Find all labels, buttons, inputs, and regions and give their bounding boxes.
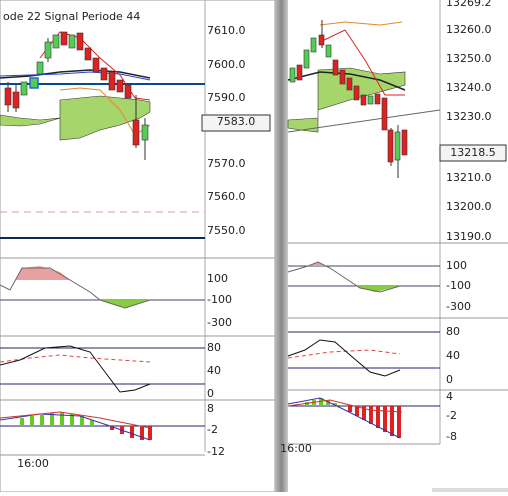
axis-label: 7590.0 <box>207 91 246 104</box>
axis-label: 13260.0 <box>446 23 492 36</box>
indicator-line <box>0 69 151 79</box>
axis-label: 7560.0 <box>207 190 246 203</box>
header-text: ode 22 Signal Periode 44 <box>3 10 140 23</box>
candles <box>289 20 408 178</box>
stoch-line <box>287 339 401 377</box>
axis-label: 13190.0 <box>446 230 492 243</box>
axis-label: 0 <box>207 387 214 400</box>
macd-line <box>0 411 151 429</box>
macd-line <box>287 399 403 413</box>
indicator-line <box>0 71 151 81</box>
axis-label: 7600.0 <box>207 58 246 71</box>
indicator-line <box>287 71 406 91</box>
axis-label: 100 <box>446 259 467 272</box>
price-box <box>201 114 271 132</box>
cloud <box>287 67 406 133</box>
macd-line <box>0 413 151 441</box>
axis-label: 4 <box>446 390 453 403</box>
left-panel: ode 22 Signal Periode 44 7583.0 16:00 <box>0 0 276 493</box>
splitter[interactable] <box>275 0 288 492</box>
axis-label: 40 <box>446 349 460 362</box>
axis-label: -2 <box>207 423 218 436</box>
axis-label: 7610.0 <box>207 24 246 37</box>
axis-label: 80 <box>446 325 460 338</box>
macd-line <box>287 397 401 439</box>
axis-label: 13230.0 <box>446 110 492 123</box>
price-box <box>439 144 507 162</box>
price-box-label: 7583.0 <box>217 115 256 128</box>
axis-label: -8 <box>446 430 457 443</box>
time-label: 16:00 <box>17 457 49 470</box>
axis-label: 0 <box>446 373 453 386</box>
axis-label: 80 <box>207 341 221 354</box>
stoch-line <box>287 349 401 359</box>
indicator-line <box>319 29 405 96</box>
cci-line <box>0 267 151 309</box>
axis-label: -12 <box>207 445 225 458</box>
axis-label: 100 <box>207 272 228 285</box>
panel-frame <box>0 0 276 493</box>
stoch-line <box>0 345 151 393</box>
axis-label: -300 <box>207 316 232 329</box>
cci-area <box>308 262 326 266</box>
axis-label: 13250.0 <box>446 52 492 65</box>
axis-label: 8 <box>207 402 214 415</box>
right-panel: 13218.5 16:00 <box>280 0 508 492</box>
axis-label: -100 <box>446 279 471 292</box>
axis-label: 13269.2 <box>446 0 492 9</box>
cci-area <box>15 266 70 280</box>
price-box-label: 13218.5 <box>450 146 496 159</box>
candles <box>4 31 149 160</box>
indicator-line <box>39 31 151 101</box>
axis-label: 13200.0 <box>446 200 492 213</box>
axis-label: -100 <box>207 293 232 306</box>
axis-label: -2 <box>446 409 457 422</box>
cci-area <box>355 286 400 292</box>
macd-histogram <box>305 398 401 438</box>
trend-line <box>287 109 441 133</box>
indicator-line <box>319 21 403 26</box>
axis-label: 7550.0 <box>207 224 246 237</box>
cci-line <box>287 261 401 293</box>
axis-label: 40 <box>207 364 221 377</box>
axis-label: 13210.0 <box>446 171 492 184</box>
status-bar <box>432 488 508 492</box>
axis-label: 7570.0 <box>207 157 246 170</box>
cloud <box>0 95 151 141</box>
cci-area <box>100 300 150 308</box>
axis-label: -300 <box>446 300 471 313</box>
axis-label: 13240.0 <box>446 81 492 94</box>
time-label: 16:00 <box>280 442 312 455</box>
